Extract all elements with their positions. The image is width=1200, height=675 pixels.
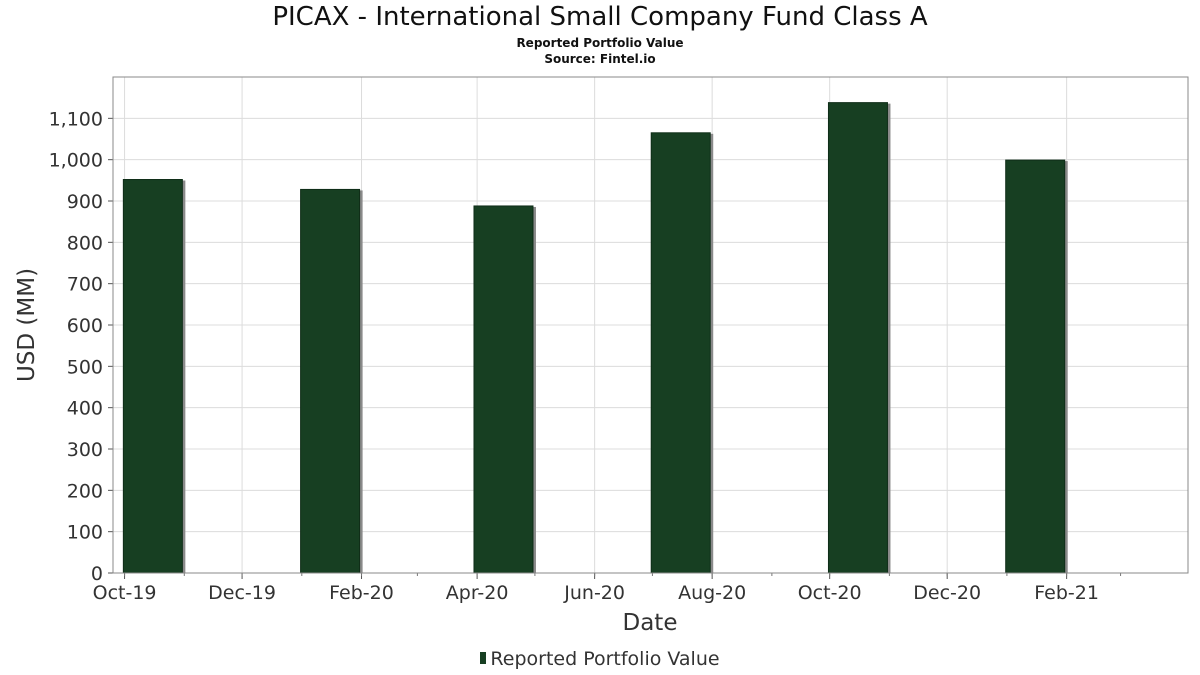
x-tick-label: Aug-20 — [678, 582, 746, 604]
y-tick-label: 400 — [67, 398, 103, 420]
y-tick-label: 1,000 — [49, 150, 103, 172]
x-tick-label: Dec-20 — [913, 582, 981, 604]
x-tick-label: Apr-20 — [446, 582, 509, 604]
x-axis-label: Date — [623, 610, 678, 636]
x-tick-label: Oct-19 — [93, 582, 157, 604]
y-tick-label: 500 — [67, 356, 103, 378]
plot-border — [112, 76, 1189, 574]
legend: Reported Portfolio Value — [0, 648, 1200, 670]
x-tick-label: Dec-19 — [208, 582, 276, 604]
x-tick-label: Feb-20 — [329, 582, 394, 604]
bar — [1005, 159, 1066, 574]
y-tick-label: 1,100 — [49, 108, 103, 130]
y-tick-label: 700 — [67, 274, 103, 296]
x-tick-label: Oct-20 — [798, 582, 862, 604]
bar — [650, 132, 711, 574]
x-tick-label: Jun-20 — [563, 582, 625, 604]
y-tick-label: 100 — [67, 522, 103, 544]
y-tick-label: 800 — [67, 232, 103, 254]
bar — [122, 179, 183, 574]
bar — [300, 188, 361, 574]
chart-source: Source: Fintel.io — [544, 52, 656, 66]
y-tick-label: 600 — [67, 315, 103, 337]
legend-swatch — [480, 651, 487, 664]
y-tick-label: 0 — [91, 563, 103, 585]
chart-subtitle: Reported Portfolio Value — [516, 36, 684, 50]
x-tick-label: Feb-21 — [1034, 582, 1099, 604]
legend-label: Reported Portfolio Value — [490, 648, 720, 670]
chart-title: PICAX - International Small Company Fund… — [272, 2, 928, 32]
y-tick-label: 200 — [67, 480, 103, 502]
y-axis-label: USD (MM) — [14, 268, 40, 382]
bar — [473, 205, 534, 574]
y-tick-label: 900 — [67, 191, 103, 213]
bar — [827, 102, 888, 574]
y-tick-label: 300 — [67, 439, 103, 461]
